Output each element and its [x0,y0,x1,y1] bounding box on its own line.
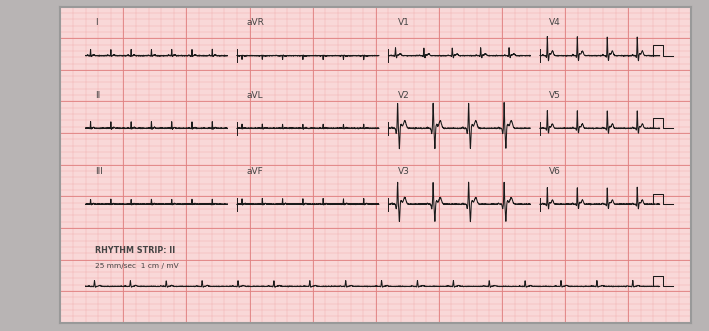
Text: III: III [95,167,103,176]
Text: 25 mm/sec  1 cm / mV: 25 mm/sec 1 cm / mV [95,263,179,269]
Text: II: II [95,91,100,100]
Text: I: I [95,18,98,27]
Text: V6: V6 [549,167,561,176]
Text: aVF: aVF [247,167,263,176]
Text: V3: V3 [398,167,410,176]
Text: aVL: aVL [247,91,263,100]
Text: aVR: aVR [247,18,264,27]
Text: V1: V1 [398,18,410,27]
Text: V4: V4 [549,18,561,27]
Text: V5: V5 [549,91,561,100]
Text: V2: V2 [398,91,410,100]
Text: RHYTHM STRIP: II: RHYTHM STRIP: II [95,246,175,255]
